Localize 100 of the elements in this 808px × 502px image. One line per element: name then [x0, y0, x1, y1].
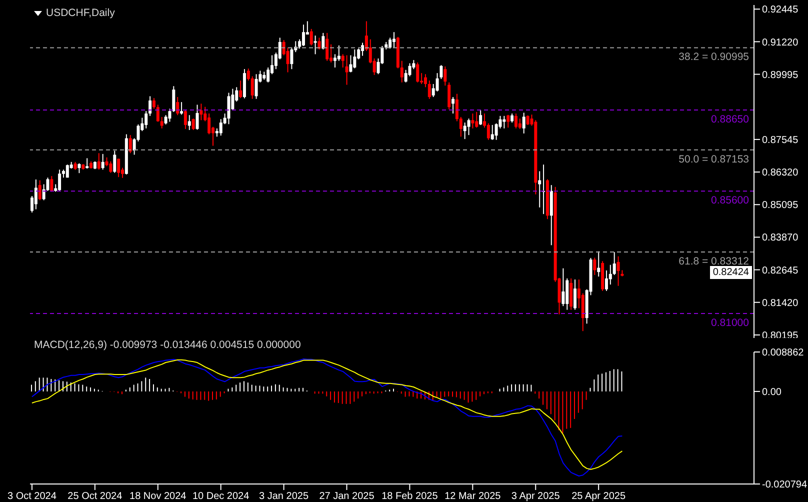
candlestick — [475, 111, 478, 128]
y-tick-label: 0.86320 — [762, 168, 799, 179]
candlestick — [604, 270, 608, 292]
candlestick — [148, 96, 152, 116]
candlestick — [176, 96, 180, 116]
candlestick — [444, 66, 447, 86]
candlestick — [349, 54, 352, 73]
y-tick-label: 0.89995 — [762, 70, 799, 81]
x-tick-label: 27 Jan 2025 — [319, 491, 375, 502]
annotation: 0.82424 — [710, 266, 752, 279]
candlestick — [58, 169, 62, 192]
candlestick — [188, 114, 191, 131]
candlestick — [570, 278, 573, 310]
candlestick — [78, 162, 81, 174]
y-tick-label: 0.91220 — [762, 37, 799, 48]
candlestick — [345, 54, 348, 86]
chart-title: USDCHF,Daily — [46, 7, 115, 19]
x-tick-label: 18 Nov 2024 — [130, 491, 187, 502]
y-tick-label: 0.82645 — [762, 265, 799, 276]
candlestick — [314, 35, 317, 55]
candlestick — [392, 32, 396, 48]
candlestick — [424, 74, 427, 88]
candlestick — [242, 68, 246, 99]
candlestick — [109, 160, 112, 174]
candlestick — [452, 96, 455, 114]
candlestick — [341, 54, 344, 68]
candlestick — [113, 150, 116, 174]
x-tick-label: 25 Oct 2024 — [68, 491, 123, 502]
candlestick — [467, 118, 470, 136]
candlestick — [266, 67, 270, 83]
x-tick-label: 3 Oct 2024 — [8, 491, 57, 502]
ref-line-label: 0.85600 — [711, 194, 750, 207]
y-tick-label: 0.87545 — [762, 135, 799, 146]
candlestick — [510, 113, 514, 124]
candlestick — [318, 37, 321, 50]
candlestick — [180, 102, 184, 116]
candlestick — [172, 86, 176, 112]
candlestick — [34, 178, 38, 210]
y-tick-label: 0.83870 — [762, 232, 799, 244]
candlestick — [514, 113, 518, 129]
candlestick — [400, 60, 404, 83]
candlestick — [337, 44, 340, 62]
candlestick — [538, 170, 542, 208]
candlestick — [156, 104, 160, 122]
candlestick — [152, 98, 156, 110]
candlestick — [290, 47, 294, 70]
chart-title: MACD(12,26,9) -0.009973 -0.013446 0.004515 0.000000 — [34, 339, 301, 351]
candlestick — [526, 114, 530, 126]
candlestick — [168, 108, 172, 122]
candlestick — [239, 80, 242, 99]
candlestick — [518, 118, 522, 130]
candlestick — [322, 32, 325, 50]
ref-line-label: 0.81000 — [711, 316, 750, 329]
candlestick — [353, 48, 356, 69]
ref-line-label: 38.2 = 0.90995 — [678, 51, 750, 64]
ref-line-label: 0.88650 — [711, 114, 750, 126]
y-tick-label: -0.020794 — [762, 480, 808, 491]
candlestick — [581, 292, 584, 332]
candlestick — [562, 268, 565, 307]
x-tick-label: 12 Mar 2025 — [444, 491, 502, 502]
y-tick-label: 0.008862 — [762, 348, 804, 359]
candlestick — [566, 278, 569, 310]
candlestick — [97, 152, 100, 170]
candlestick — [502, 115, 506, 129]
candlestick — [50, 176, 54, 192]
ref-line-label: 50.0 = 0.87153 — [678, 153, 750, 166]
x-tick-label: 10 Dec 2024 — [192, 491, 250, 502]
candlestick — [144, 110, 148, 129]
y-tick-label: 0.81420 — [762, 298, 799, 309]
y-tick-label: 0.92445 — [762, 4, 799, 16]
candlestick — [254, 74, 258, 100]
x-tick-label: 18 Feb 2025 — [382, 491, 438, 502]
candlestick — [486, 122, 490, 140]
candlestick — [361, 42, 364, 56]
candlestick — [117, 158, 120, 178]
x-tick-label: 25 Apr 2025 — [572, 491, 626, 502]
candlestick — [448, 82, 451, 110]
candlestick — [184, 110, 187, 130]
x-tick-label: 3 Jan 2025 — [259, 491, 309, 502]
candlestick — [200, 103, 203, 121]
candlestick — [522, 112, 526, 134]
candlestick — [192, 118, 195, 131]
candlestick — [612, 252, 616, 276]
candlestick — [428, 80, 431, 100]
candlestick — [479, 110, 482, 126]
candlestick — [593, 257, 596, 276]
candlestick — [574, 278, 576, 310]
candlestick — [128, 134, 132, 154]
candlestick — [471, 113, 474, 129]
y-tick-label: 0.00 — [762, 386, 782, 398]
candlestick — [506, 114, 510, 128]
candlestick — [219, 118, 222, 136]
candlestick — [608, 264, 612, 286]
candlestick — [208, 113, 211, 135]
candlestick — [326, 32, 329, 62]
candlestick — [616, 256, 620, 286]
candlestick — [160, 116, 164, 129]
candlestick — [86, 158, 89, 170]
candlestick — [227, 92, 230, 125]
x-tick-label: 3 Apr 2025 — [511, 491, 560, 502]
